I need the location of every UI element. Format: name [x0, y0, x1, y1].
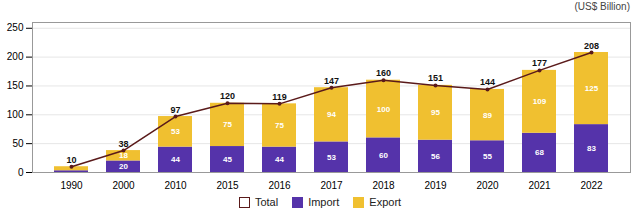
svg-text:75: 75: [223, 120, 232, 129]
svg-text:2015: 2015: [216, 180, 239, 191]
svg-text:120: 120: [220, 91, 235, 101]
svg-text:83: 83: [587, 144, 596, 153]
html-text:Import: Import: [308, 196, 340, 208]
svg-text:208: 208: [584, 41, 599, 51]
svg-text:144: 144: [480, 77, 495, 87]
svg-text:200: 200: [7, 51, 24, 62]
html-text:Export: Export: [369, 196, 402, 208]
svg-text:75: 75: [275, 121, 284, 130]
svg-text:147: 147: [324, 76, 339, 86]
svg-text:250: 250: [7, 22, 24, 33]
svg-text:10: 10: [66, 155, 76, 165]
svg-text:20: 20: [119, 162, 128, 171]
svg-text:151: 151: [428, 73, 443, 83]
svg-text:68: 68: [535, 148, 544, 157]
svg-text:60: 60: [379, 151, 388, 160]
svg-text:2019: 2019: [424, 180, 447, 191]
svg-text:2000: 2000: [112, 180, 135, 191]
svg-text:2021: 2021: [528, 180, 551, 191]
svg-text:45: 45: [223, 155, 232, 164]
svg-text:150: 150: [7, 80, 24, 91]
svg-text:100: 100: [7, 109, 24, 120]
svg-text:2022: 2022: [580, 180, 603, 191]
svg-text:0: 0: [18, 167, 24, 178]
svg-text:89: 89: [483, 111, 492, 120]
svg-text:125: 125: [585, 84, 599, 93]
svg-text:94: 94: [327, 110, 336, 119]
svg-text:2016: 2016: [268, 180, 291, 191]
svg-text:1990: 1990: [60, 180, 83, 191]
svg-text:2017: 2017: [320, 180, 343, 191]
svg-text:119: 119: [272, 92, 287, 102]
svg-text:53: 53: [327, 153, 336, 162]
svg-text:50: 50: [12, 138, 24, 149]
svg-text:56: 56: [431, 152, 440, 161]
svg-text:18: 18: [119, 151, 128, 160]
svg-text:177: 177: [532, 58, 547, 68]
svg-text:109: 109: [533, 97, 547, 106]
svg-text:97: 97: [170, 105, 180, 115]
svg-text:2018: 2018: [372, 180, 395, 191]
svg-text:44: 44: [275, 155, 284, 164]
svg-text:44: 44: [171, 155, 180, 164]
svg-text:95: 95: [431, 108, 440, 117]
svg-text:38: 38: [118, 139, 128, 149]
html-text:Total: Total: [254, 196, 279, 208]
svg-text:100: 100: [377, 105, 391, 114]
html-text:(US$ Billion): (US$ Billion): [574, 1, 630, 12]
svg-text:2010: 2010: [164, 180, 187, 191]
svg-text:53: 53: [171, 127, 180, 136]
svg-text:160: 160: [376, 68, 391, 78]
svg-text:2020: 2020: [476, 180, 499, 191]
svg-text:55: 55: [483, 152, 492, 161]
